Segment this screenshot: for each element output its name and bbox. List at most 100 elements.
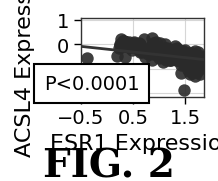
Point — [194, 58, 198, 61]
Point — [148, 52, 151, 55]
Point — [171, 51, 174, 54]
Point — [164, 49, 167, 51]
Point — [135, 43, 138, 46]
Point — [156, 48, 160, 51]
Point — [142, 38, 145, 41]
Point — [123, 41, 126, 43]
Point — [177, 60, 180, 63]
X-axis label: ESR1 Expression: ESR1 Expression — [49, 133, 218, 153]
Point — [174, 47, 178, 50]
Point — [151, 42, 154, 45]
Point — [167, 57, 170, 60]
Point — [171, 57, 175, 60]
Point — [169, 53, 172, 56]
Point — [193, 60, 196, 62]
Point — [189, 59, 192, 62]
Point — [189, 63, 193, 66]
Point — [187, 58, 191, 60]
Point — [194, 60, 198, 63]
Point — [196, 59, 199, 62]
Point — [175, 48, 179, 51]
Point — [184, 61, 188, 64]
Point — [166, 52, 169, 55]
Point — [140, 51, 143, 54]
Point — [195, 59, 199, 62]
Point — [198, 57, 202, 60]
Point — [173, 59, 177, 62]
Point — [185, 52, 189, 55]
Point — [171, 49, 175, 52]
Point — [188, 61, 192, 64]
Point — [166, 56, 170, 58]
Point — [184, 60, 187, 63]
Point — [182, 49, 186, 52]
Point — [184, 56, 187, 59]
Point — [127, 41, 131, 44]
Point — [162, 53, 165, 56]
Point — [122, 43, 125, 45]
Point — [163, 52, 166, 55]
Point — [190, 56, 194, 59]
Point — [178, 56, 181, 59]
Point — [193, 54, 196, 57]
Point — [165, 47, 169, 50]
Point — [175, 55, 179, 58]
Point — [163, 54, 166, 57]
Point — [183, 57, 187, 60]
Point — [187, 54, 190, 57]
Point — [117, 47, 121, 50]
Point — [132, 41, 136, 44]
Point — [169, 57, 172, 60]
Point — [196, 66, 199, 69]
Point — [185, 58, 189, 61]
Point — [173, 45, 177, 48]
Point — [166, 50, 169, 53]
Point — [153, 47, 156, 50]
Point — [120, 43, 123, 46]
Point — [170, 56, 174, 59]
Point — [189, 55, 192, 58]
Point — [161, 53, 164, 56]
Point — [85, 57, 89, 60]
Point — [187, 58, 190, 61]
Point — [144, 50, 148, 53]
Point — [164, 59, 167, 62]
Point — [176, 53, 180, 56]
Point — [199, 67, 203, 70]
Point — [122, 40, 125, 43]
Point — [183, 56, 187, 59]
Point — [196, 64, 200, 67]
Point — [164, 51, 168, 54]
Point — [199, 59, 202, 62]
Point — [173, 52, 176, 55]
Point — [197, 64, 201, 67]
Point — [198, 55, 202, 58]
Point — [198, 58, 201, 61]
Point — [162, 50, 166, 53]
Point — [150, 37, 153, 40]
Point — [184, 57, 187, 60]
Point — [137, 43, 141, 46]
Text: FIG. 2: FIG. 2 — [43, 147, 175, 181]
Point — [163, 55, 166, 58]
Point — [167, 59, 170, 62]
Point — [191, 68, 195, 71]
Point — [199, 64, 202, 67]
Point — [119, 38, 122, 41]
Point — [182, 53, 186, 56]
Point — [179, 71, 182, 74]
Point — [182, 59, 185, 62]
Point — [194, 71, 198, 74]
Point — [167, 59, 171, 62]
Point — [181, 54, 185, 57]
Point — [174, 52, 178, 55]
Point — [158, 42, 161, 45]
Point — [197, 62, 201, 65]
Point — [156, 48, 160, 51]
Point — [186, 61, 189, 64]
Point — [198, 56, 201, 58]
Point — [187, 56, 190, 59]
Point — [179, 64, 182, 66]
Point — [181, 58, 185, 61]
Point — [190, 52, 194, 55]
